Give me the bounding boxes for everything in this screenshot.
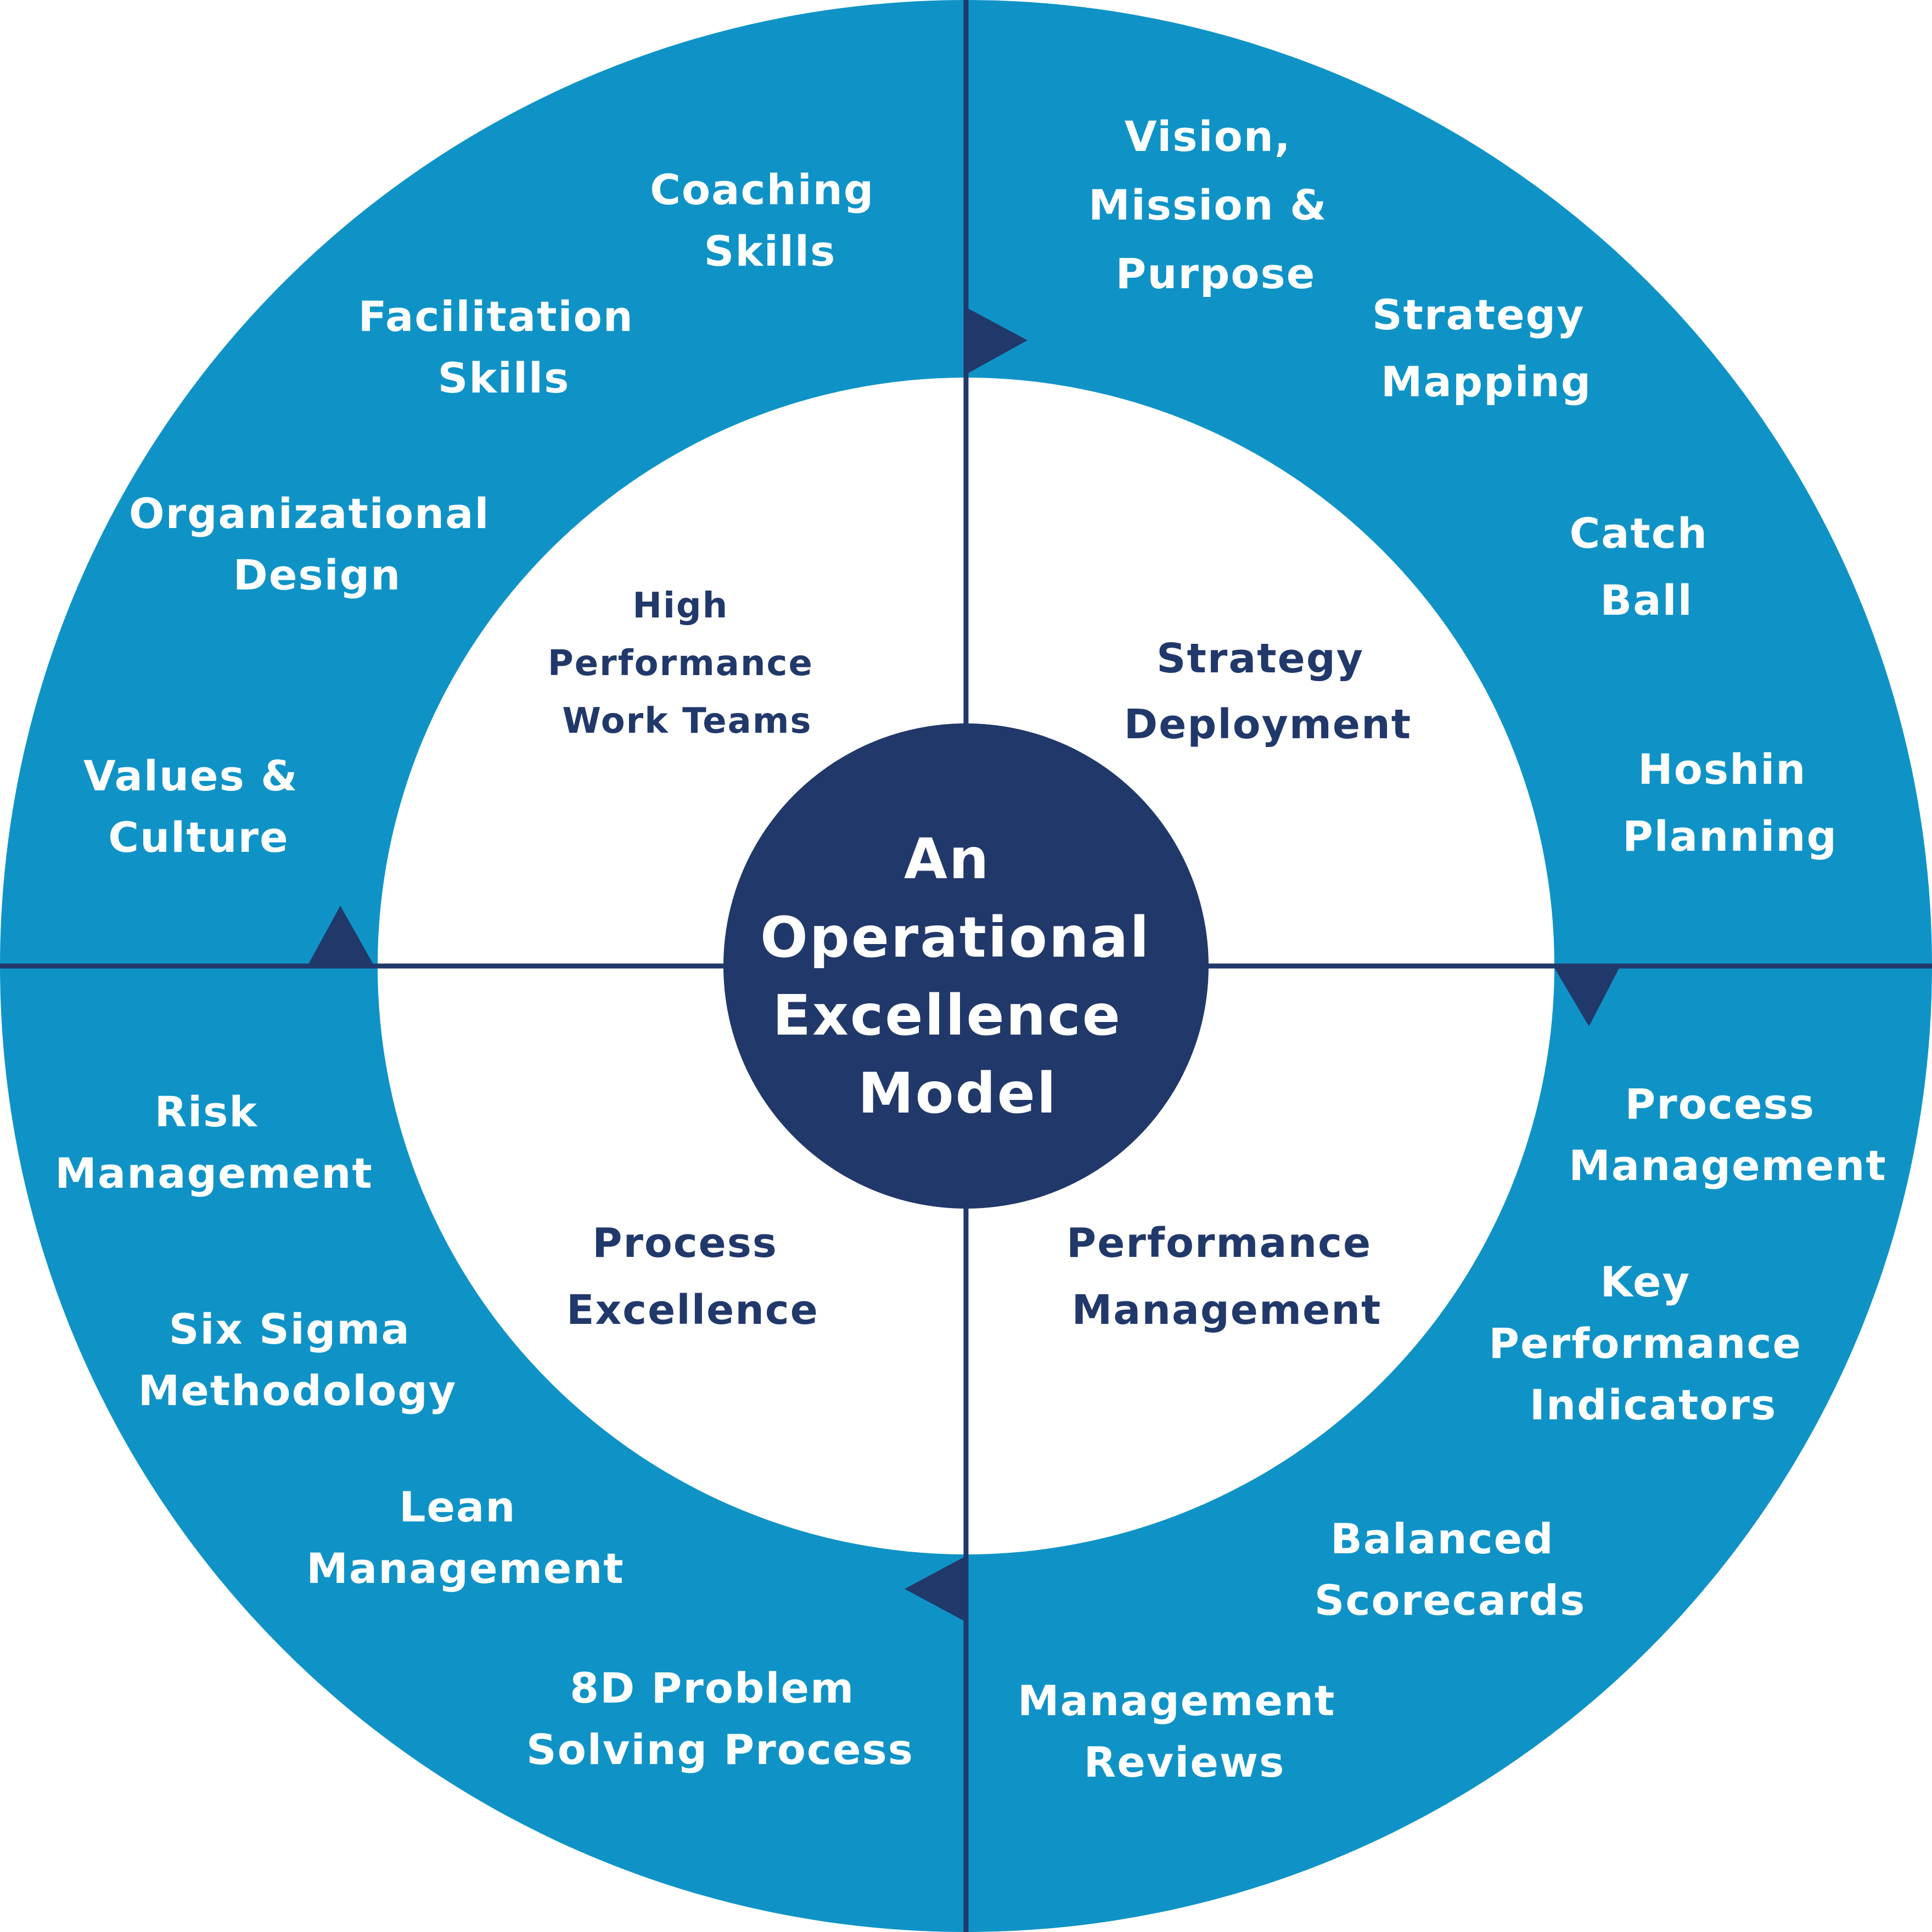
outer-line: Methodology <box>138 1366 457 1415</box>
outer-line: Scorecards <box>1315 1576 1586 1625</box>
outer-line: Performance <box>1489 1319 1802 1368</box>
hub-label: An Operational Excellence Model <box>760 827 1172 1126</box>
hub-line: An <box>904 827 991 892</box>
outer-line: Planning <box>1622 812 1838 861</box>
outer-label-lean-management: Lean Management <box>306 1482 624 1593</box>
outer-label-vision-mission-purpose: Vision, Mission & Purpose <box>1088 112 1343 298</box>
outer-label-organizational-design: Organizational Design <box>129 489 506 599</box>
outer-line: Catch <box>1569 509 1708 558</box>
outer-label-coaching-skills: Coaching Skills <box>650 165 890 276</box>
outer-line: Design <box>233 551 401 599</box>
outer-label-strategy-mapping: Strategy Mapping <box>1372 290 1600 406</box>
outer-label-risk-management: Risk Management <box>55 1087 373 1198</box>
outer-label-catch-ball: Catch Ball <box>1569 509 1723 625</box>
outer-line: Purpose <box>1116 249 1316 298</box>
outer-label-8d-problem-solving-process: 8D Problem Solving Process <box>526 1664 914 1774</box>
outer-line: Solving Process <box>526 1725 914 1774</box>
hub-line: Model <box>858 1061 1058 1126</box>
outer-line: Reviews <box>1084 1738 1285 1787</box>
outer-line: Key <box>1600 1257 1690 1306</box>
outer-line: Hoshin <box>1638 745 1806 794</box>
outer-line: Vision, <box>1125 112 1291 161</box>
outer-line: Management <box>1018 1676 1335 1725</box>
inner-line: Performance <box>1066 1220 1372 1267</box>
outer-line: Mission & <box>1088 181 1327 229</box>
inner-label-high-performance-work-teams: High Performance Work Teams <box>548 586 827 742</box>
inner-label-process-excellence: Process Excellence <box>566 1220 819 1334</box>
outer-line: Six Sigma <box>169 1305 411 1353</box>
outer-line: Process <box>1625 1080 1815 1128</box>
hub-line: Operational <box>760 905 1150 970</box>
outer-line: Organizational <box>129 489 490 538</box>
inner-line: Strategy <box>1156 635 1364 682</box>
inner-line: High <box>632 586 728 626</box>
outer-line: Coaching <box>650 165 874 214</box>
hub-line: Excellence <box>773 983 1122 1048</box>
inner-line: Work Teams <box>562 701 812 742</box>
arrow-left-up <box>307 906 374 966</box>
arrow-right-down <box>1553 966 1620 1026</box>
outer-line: Mapping <box>1381 357 1592 406</box>
outer-label-values-culture: Values & Culture <box>83 751 314 862</box>
arrow-bottom-left <box>905 1556 966 1622</box>
outer-line: Values & <box>83 751 299 800</box>
outer-line: Strategy <box>1372 290 1585 339</box>
outer-line: Indicators <box>1530 1380 1777 1429</box>
hub-circle <box>723 723 1209 1209</box>
inner-line: Excellence <box>566 1287 819 1334</box>
outer-label-balanced-scorecards: Balanced Scorecards <box>1315 1514 1586 1625</box>
outer-label-hoshin-planning: Hoshin Planning <box>1622 745 1838 861</box>
outer-line: 8D Problem <box>570 1664 855 1712</box>
outer-label-management-reviews: Management Reviews <box>1018 1676 1351 1787</box>
outer-line: Facilitation <box>358 292 634 341</box>
outer-line: Risk <box>155 1087 258 1136</box>
outer-label-facilitation-skills: Facilitation Skills <box>358 292 650 402</box>
outer-line: Skills <box>438 353 570 402</box>
outer-label-key-performance-indicators: Key Performance Indicators <box>1489 1257 1817 1429</box>
outer-line: Management <box>55 1149 373 1198</box>
outer-line: Culture <box>108 813 289 862</box>
outer-label-process-management: Process Management <box>1569 1080 1886 1190</box>
inner-line: Performance <box>548 643 813 684</box>
inner-label-strategy-deployment: Strategy Deployment <box>1124 635 1412 748</box>
inner-label-performance-management: Performance Management <box>1066 1220 1387 1334</box>
inner-line: Deployment <box>1124 701 1412 748</box>
outer-label-six-sigma-methodology: Six Sigma Methodology <box>138 1305 457 1415</box>
inner-line: Management <box>1072 1287 1382 1334</box>
outer-line: Ball <box>1600 576 1693 625</box>
outer-line: Management <box>1569 1141 1886 1190</box>
outer-line: Balanced <box>1330 1514 1554 1563</box>
outer-line: Skills <box>704 227 836 276</box>
outer-line: Lean <box>399 1482 516 1531</box>
inner-line: Process <box>592 1220 778 1267</box>
outer-line: Management <box>306 1544 624 1593</box>
arrow-top-right <box>966 307 1027 374</box>
